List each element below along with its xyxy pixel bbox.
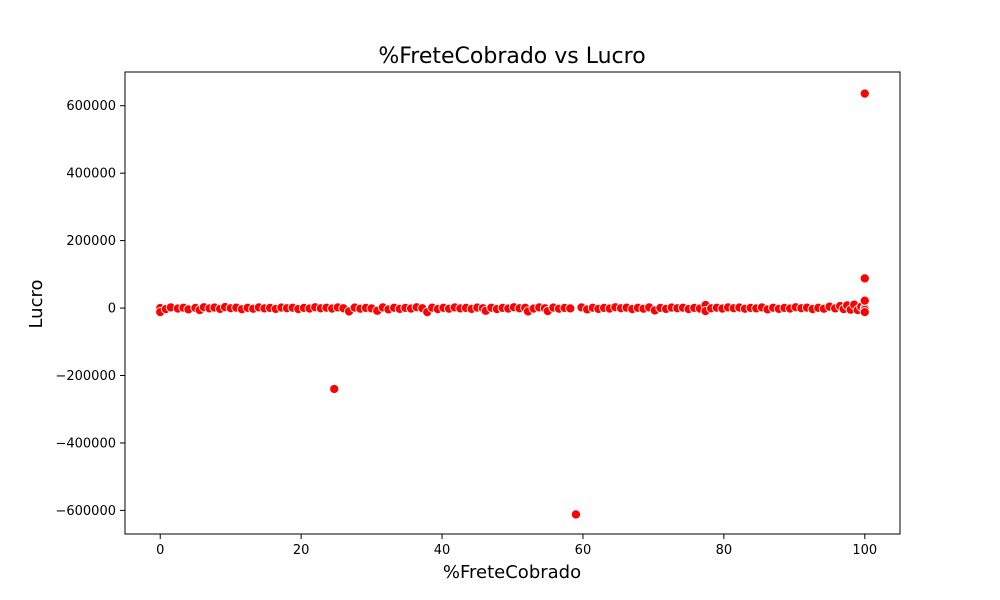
x-axis-ticks: 0 20 40 60 80 100 (156, 534, 877, 558)
data-points (155, 88, 870, 520)
y-axis-ticks: −600000 −400000 −200000 0 200000 400000 600000 (55, 99, 125, 519)
data-point (570, 509, 581, 520)
data-point (565, 303, 576, 314)
y-tick-label: 0 (108, 302, 116, 317)
x-axis-label: %FreteCobrado (443, 562, 581, 583)
data-point (859, 88, 870, 99)
y-tick-label: −400000 (55, 436, 116, 451)
data-point (859, 273, 870, 284)
y-tick-label: 200000 (66, 234, 116, 249)
chart-title: %FreteCobrado vs Lucro (378, 44, 645, 69)
y-axis-label: Lucro (26, 279, 47, 328)
data-point (329, 383, 340, 395)
data-point (859, 307, 870, 318)
y-tick-label: −600000 (55, 504, 116, 519)
y-tick-label: 600000 (66, 99, 116, 114)
x-tick-label: 60 (575, 543, 592, 558)
x-tick-label: 40 (434, 543, 451, 558)
x-tick-label: 0 (156, 543, 164, 558)
x-tick-label: 100 (852, 543, 877, 558)
x-tick-label: 80 (716, 543, 733, 558)
x-tick-label: 20 (293, 543, 310, 558)
data-point (859, 295, 870, 306)
y-tick-label: 400000 (66, 167, 116, 182)
plot-area-frame (124, 71, 901, 535)
y-tick-label: −200000 (55, 369, 116, 384)
